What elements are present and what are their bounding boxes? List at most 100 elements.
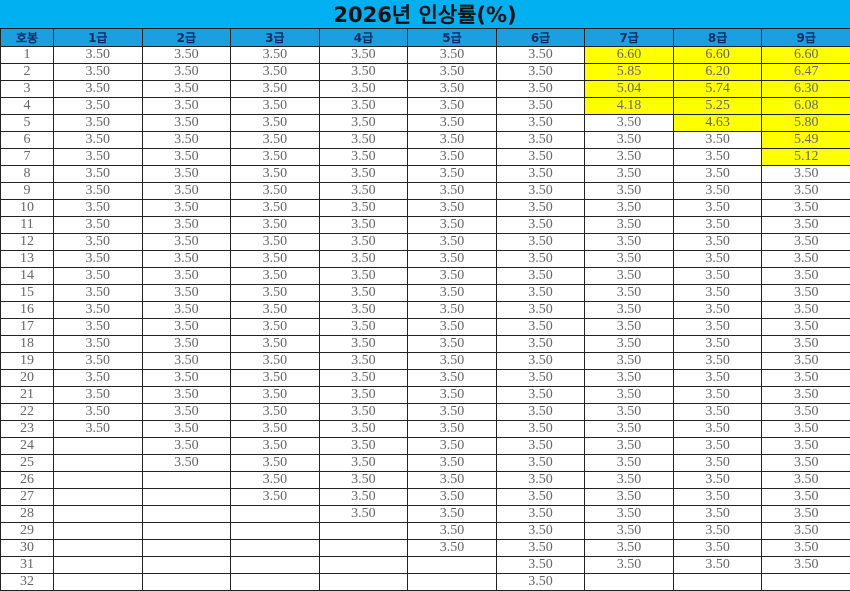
rate-cell[interactable]: 3.50 <box>673 149 762 166</box>
rate-cell[interactable]: 3.50 <box>54 387 143 404</box>
rate-cell[interactable]: 3.50 <box>231 268 320 285</box>
rate-cell[interactable]: 3.50 <box>231 421 320 438</box>
rate-cell[interactable]: 3.50 <box>762 285 850 302</box>
rate-cell[interactable]: 3.50 <box>585 523 674 540</box>
step-cell[interactable]: 17 <box>1 319 54 336</box>
rate-cell[interactable]: 3.50 <box>408 268 497 285</box>
rate-cell[interactable]: 3.50 <box>585 251 674 268</box>
header-grade[interactable]: 5급 <box>408 29 497 47</box>
rate-cell[interactable]: 3.50 <box>496 64 585 81</box>
rate-cell[interactable]: 3.50 <box>762 489 850 506</box>
rate-cell[interactable]: 3.50 <box>319 149 408 166</box>
rate-cell[interactable] <box>142 574 231 591</box>
rate-cell[interactable] <box>54 540 143 557</box>
rate-cell[interactable]: 3.50 <box>142 455 231 472</box>
rate-cell[interactable]: 3.50 <box>673 438 762 455</box>
rate-cell[interactable]: 3.50 <box>762 421 850 438</box>
rate-cell[interactable]: 3.50 <box>585 370 674 387</box>
rate-cell[interactable]: 6.20 <box>673 64 762 81</box>
rate-cell[interactable] <box>54 523 143 540</box>
rate-cell[interactable]: 3.50 <box>408 285 497 302</box>
rate-cell[interactable]: 3.50 <box>142 353 231 370</box>
step-cell[interactable]: 23 <box>1 421 54 438</box>
rate-cell[interactable]: 3.50 <box>496 132 585 149</box>
rate-cell[interactable]: 3.50 <box>142 268 231 285</box>
rate-cell[interactable]: 3.50 <box>673 557 762 574</box>
rate-cell[interactable]: 3.50 <box>585 506 674 523</box>
rate-cell[interactable]: 3.50 <box>408 302 497 319</box>
rate-cell[interactable]: 3.50 <box>585 319 674 336</box>
rate-cell[interactable]: 3.50 <box>585 200 674 217</box>
rate-cell[interactable]: 3.50 <box>496 183 585 200</box>
rate-cell[interactable]: 3.50 <box>408 523 497 540</box>
rate-cell[interactable]: 3.50 <box>319 370 408 387</box>
rate-cell[interactable]: 3.50 <box>408 404 497 421</box>
rate-cell[interactable]: 3.50 <box>762 166 850 183</box>
rate-cell[interactable]: 3.50 <box>142 285 231 302</box>
rate-cell[interactable]: 3.50 <box>585 421 674 438</box>
step-cell[interactable]: 7 <box>1 149 54 166</box>
step-cell[interactable]: 13 <box>1 251 54 268</box>
rate-cell[interactable] <box>408 574 497 591</box>
rate-cell[interactable]: 3.50 <box>54 132 143 149</box>
rate-cell[interactable] <box>54 489 143 506</box>
rate-cell[interactable] <box>319 557 408 574</box>
rate-cell[interactable]: 3.50 <box>673 251 762 268</box>
rate-cell[interactable]: 3.50 <box>496 302 585 319</box>
rate-cell[interactable]: 3.50 <box>408 387 497 404</box>
rate-cell[interactable]: 3.50 <box>408 489 497 506</box>
rate-cell[interactable]: 3.50 <box>585 336 674 353</box>
step-cell[interactable]: 27 <box>1 489 54 506</box>
rate-cell[interactable]: 3.50 <box>496 268 585 285</box>
rate-cell[interactable]: 3.50 <box>408 47 497 64</box>
rate-cell[interactable]: 3.50 <box>319 166 408 183</box>
rate-cell[interactable]: 3.50 <box>142 132 231 149</box>
rate-cell[interactable]: 3.50 <box>231 489 320 506</box>
rate-cell[interactable]: 3.50 <box>762 523 850 540</box>
rate-cell[interactable]: 3.50 <box>496 506 585 523</box>
rate-cell[interactable] <box>319 574 408 591</box>
rate-cell[interactable]: 3.50 <box>762 370 850 387</box>
rate-cell[interactable]: 3.50 <box>319 217 408 234</box>
rate-cell[interactable] <box>54 506 143 523</box>
rate-cell[interactable]: 3.50 <box>142 64 231 81</box>
rate-cell[interactable]: 3.50 <box>231 251 320 268</box>
step-cell[interactable]: 32 <box>1 574 54 591</box>
rate-cell[interactable]: 3.50 <box>496 336 585 353</box>
step-cell[interactable]: 31 <box>1 557 54 574</box>
rate-cell[interactable]: 3.50 <box>673 336 762 353</box>
rate-cell[interactable]: 5.74 <box>673 81 762 98</box>
step-cell[interactable]: 16 <box>1 302 54 319</box>
rate-cell[interactable]: 3.50 <box>54 353 143 370</box>
rate-cell[interactable]: 3.50 <box>319 489 408 506</box>
rate-cell[interactable]: 3.50 <box>496 404 585 421</box>
rate-cell[interactable]: 3.50 <box>585 404 674 421</box>
header-grade[interactable]: 3급 <box>231 29 320 47</box>
rate-cell[interactable]: 3.50 <box>762 217 850 234</box>
rate-cell[interactable]: 3.50 <box>231 472 320 489</box>
step-cell[interactable]: 6 <box>1 132 54 149</box>
rate-cell[interactable]: 3.50 <box>142 183 231 200</box>
rate-cell[interactable]: 3.50 <box>319 421 408 438</box>
rate-cell[interactable]: 6.60 <box>762 47 850 64</box>
rate-cell[interactable]: 3.50 <box>231 319 320 336</box>
rate-cell[interactable] <box>142 472 231 489</box>
step-cell[interactable]: 10 <box>1 200 54 217</box>
rate-cell[interactable]: 3.50 <box>762 540 850 557</box>
rate-cell[interactable]: 3.50 <box>585 166 674 183</box>
rate-cell[interactable]: 3.50 <box>673 404 762 421</box>
rate-cell[interactable]: 3.50 <box>408 81 497 98</box>
step-cell[interactable]: 22 <box>1 404 54 421</box>
rate-cell[interactable]: 3.50 <box>54 47 143 64</box>
rate-cell[interactable]: 3.50 <box>408 183 497 200</box>
rate-cell[interactable]: 3.50 <box>673 268 762 285</box>
header-grade[interactable]: 4급 <box>319 29 408 47</box>
rate-cell[interactable]: 3.50 <box>319 472 408 489</box>
rate-cell[interactable]: 3.50 <box>496 234 585 251</box>
rate-cell[interactable]: 3.50 <box>231 200 320 217</box>
rate-cell[interactable]: 3.50 <box>762 557 850 574</box>
rate-cell[interactable]: 3.50 <box>585 489 674 506</box>
rate-cell[interactable]: 3.50 <box>142 302 231 319</box>
rate-cell[interactable]: 3.50 <box>231 115 320 132</box>
rate-cell[interactable]: 3.50 <box>54 319 143 336</box>
